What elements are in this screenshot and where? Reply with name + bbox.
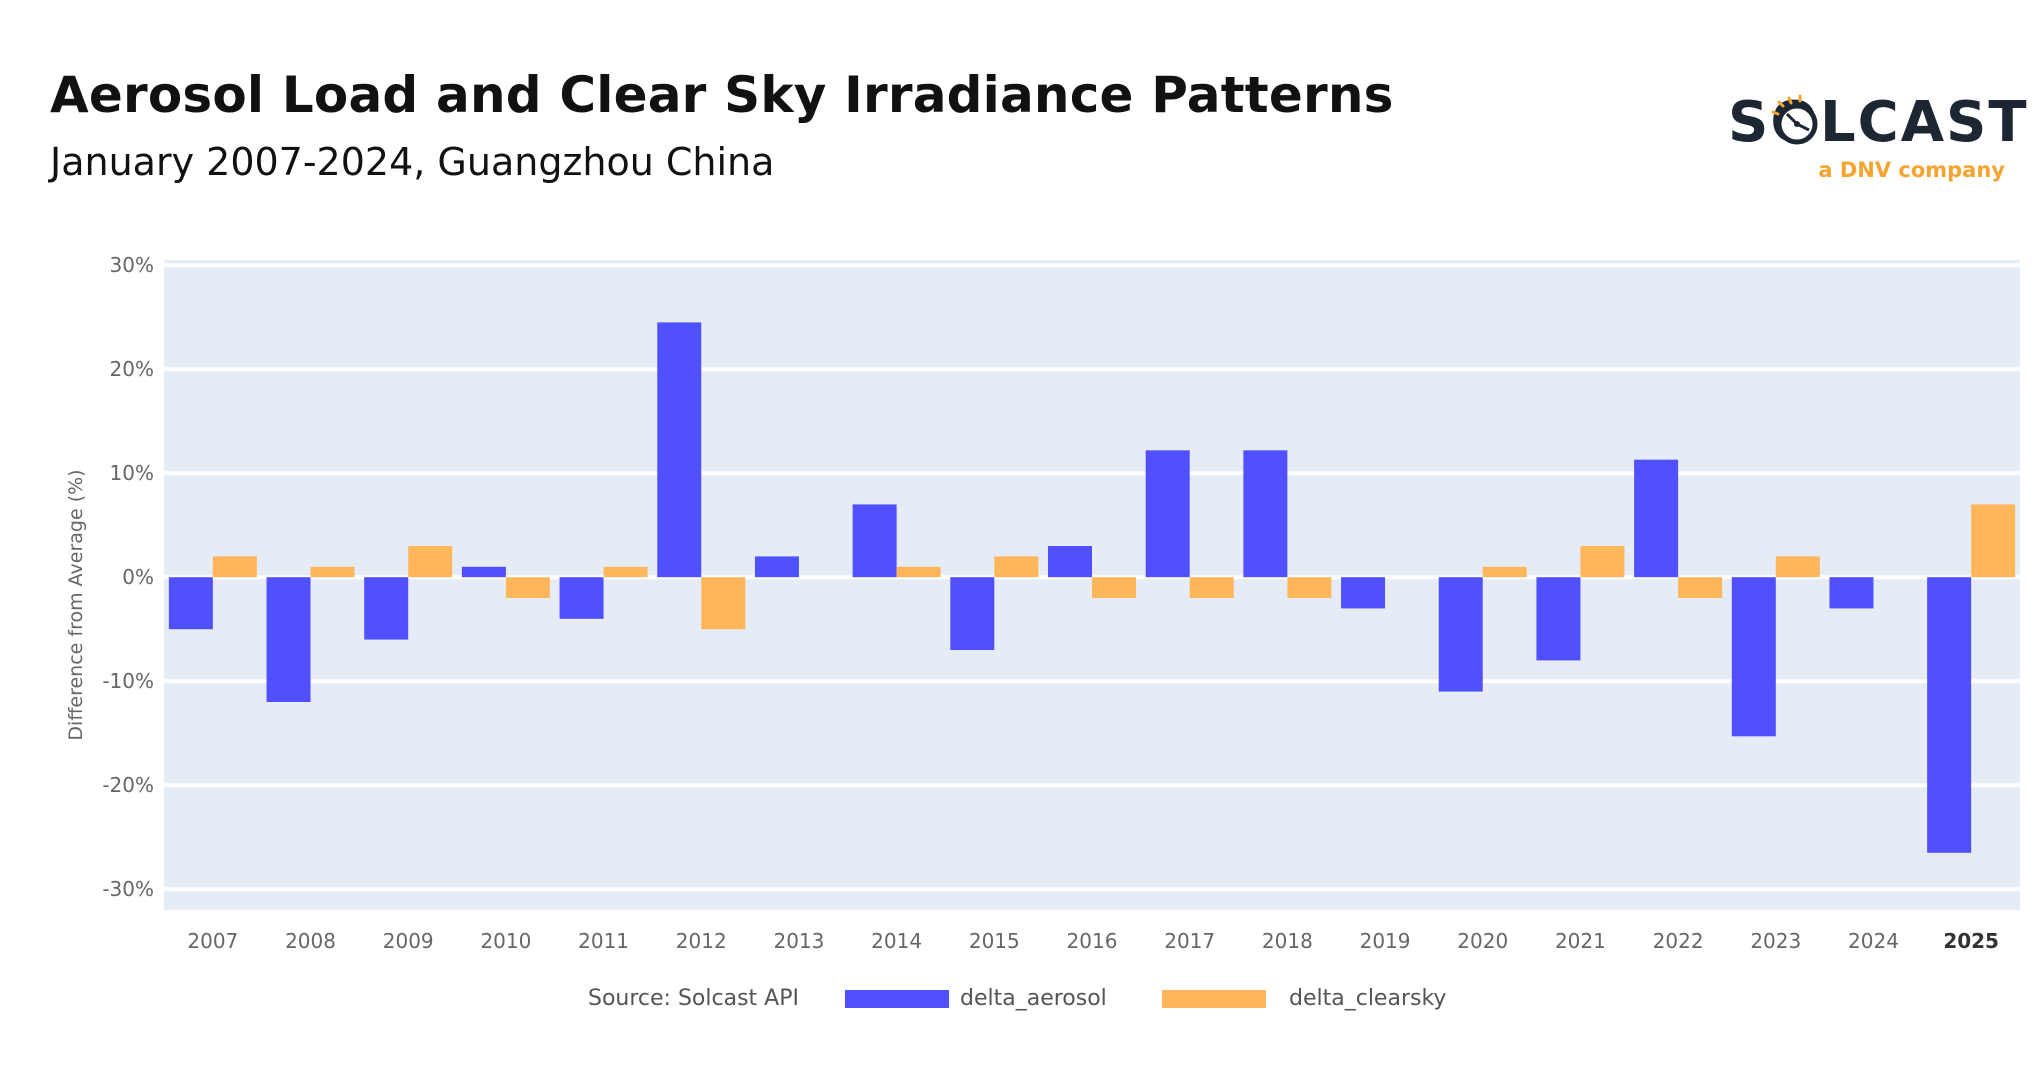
y-tick-label: -10% [102,669,154,693]
bar-aerosol-2015 [950,577,995,650]
x-tick-label: 2017 [1164,929,1215,953]
bar-aerosol-2016 [1048,546,1092,578]
chart-title: Aerosol Load and Clear Sky Irradiance Pa… [50,66,1394,124]
bar-aerosol-2017 [1145,450,1190,578]
bar-aerosol-2019 [1341,577,1386,609]
bar-clearsky-2022 [1678,577,1723,598]
bar-aerosol-2008 [266,577,311,702]
bar-clearsky-2010 [505,577,550,598]
x-tick-label: 2020 [1457,929,1508,953]
bar-clearsky-2014 [896,566,941,578]
x-tick-label: 2023 [1750,929,1801,953]
sun-dial-icon [1771,94,1818,145]
bar-aerosol-2018 [1243,450,1288,578]
bar-clearsky-2016 [1092,577,1136,598]
x-tick-label: 2011 [578,929,629,953]
x-tick-label: 2018 [1262,929,1313,953]
bar-aerosol-2021 [1536,577,1581,661]
y-tick-label: 30% [110,253,154,277]
x-tick-label: 2015 [969,929,1020,953]
legend-label-clearsky: delta_clearsky [1289,986,1447,1011]
x-tick-label: 2016 [1067,929,1118,953]
x-tick-label: 2010 [480,929,531,953]
bar-clearsky-2020 [1482,566,1527,578]
bar-aerosol-2012 [657,322,702,578]
bar-clearsky-2021 [1580,546,1625,578]
x-axis-ticks: 2007 2008 2009 2010 2011 2012 2013 2014 2015 2016… [187,929,1999,953]
bar-aerosol-2020 [1438,577,1483,692]
y-axis-label: Difference from Average (%) [65,469,87,740]
y-tick-label: 0% [122,565,154,589]
bar-aerosol-2013 [754,556,799,578]
x-tick-label: 2019 [1360,929,1411,953]
legend-label-aerosol: delta_aerosol [960,986,1107,1011]
bar-aerosol-2022 [1634,459,1679,578]
x-tick-label: 2022 [1653,929,1704,953]
legend-swatch-aerosol [845,990,949,1008]
legend: Source: Solcast API delta_aerosol delta_… [0,982,2043,1022]
bar-aerosol-2011 [559,577,604,619]
x-tick-label: 2008 [285,929,336,953]
y-tick-label: 20% [110,357,154,381]
x-tick-label: 2021 [1555,929,1606,953]
bar-aerosol-2014 [852,504,897,578]
x-tick-label: 2025 [1943,929,1999,953]
y-tick-label: -30% [102,877,154,901]
bar-clearsky-2012 [701,577,746,630]
bar-clearsky-2007 [212,556,257,578]
y-tick-label: 10% [110,461,154,485]
x-tick-label: 2013 [773,929,824,953]
bar-clearsky-2008 [310,566,355,578]
bar-aerosol-2007 [168,577,213,630]
bar-aerosol-2010 [461,566,506,578]
bar-clearsky-2011 [603,566,648,578]
source-note: Source: Solcast API [588,986,799,1011]
y-axis-ticks: 30% 20% 10% 0% -10% -20% -30% [102,253,154,901]
bar-clearsky-2018 [1287,577,1332,598]
bar-aerosol-2009 [364,577,409,640]
solcast-logo: SOLCAST a DNV company [1720,70,2027,190]
bars [168,322,2016,853]
x-tick-label: 2012 [676,929,727,953]
chart-subtitle: January 2007-2024, Guangzhou China [50,140,775,184]
bar-clearsky-2023 [1775,556,1820,578]
legend-swatch-clearsky [1162,990,1266,1008]
logo-tagline: a DNV company [1818,158,2005,182]
x-tick-label: 2007 [187,929,238,953]
bar-aerosol-2023 [1731,577,1776,737]
bar-clearsky-2009 [408,546,453,578]
bar-clearsky-2017 [1189,577,1234,598]
x-tick-label: 2009 [383,929,434,953]
bar-clearsky-2015 [994,556,1039,578]
bar-aerosol-2025 [1927,577,1972,853]
x-tick-label: 2014 [871,929,922,953]
bar-aerosol-2024 [1829,577,1874,609]
bar-clearsky-2025 [1971,504,2016,578]
x-tick-label: 2024 [1848,929,1899,953]
y-tick-label: -20% [102,773,154,797]
